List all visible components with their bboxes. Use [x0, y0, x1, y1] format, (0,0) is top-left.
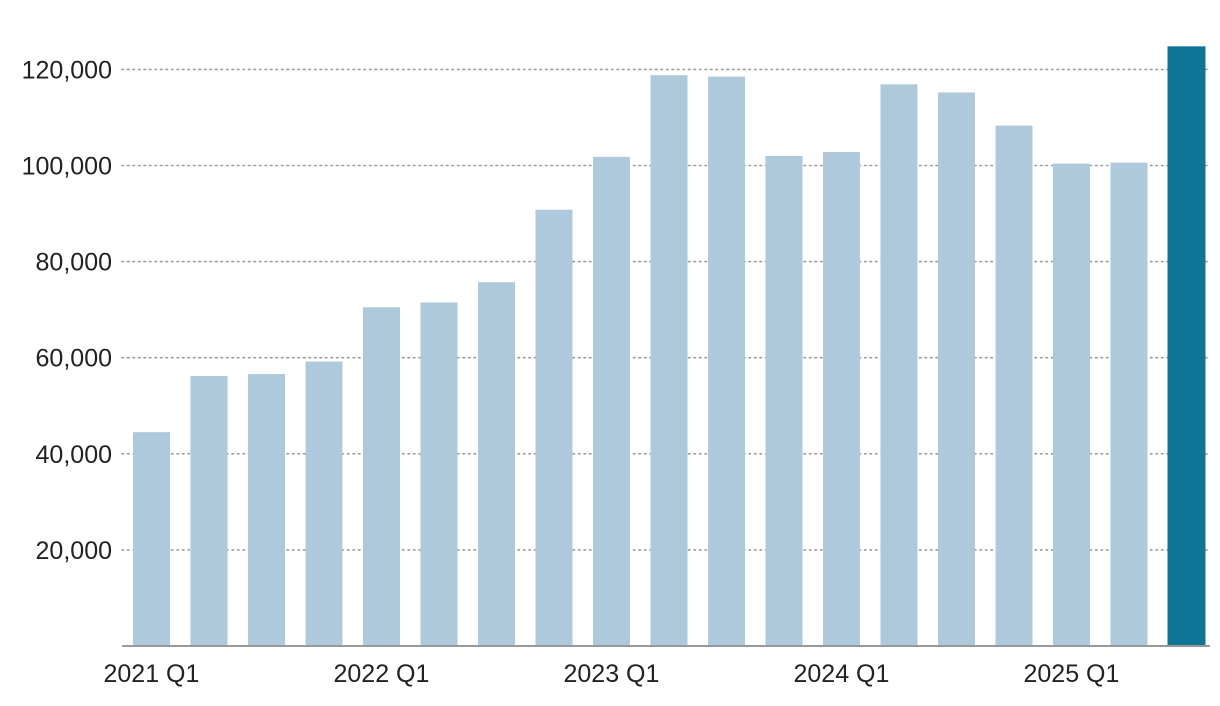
bar [133, 432, 170, 646]
x-tick-label: 2021 Q1 [104, 660, 200, 688]
bar [708, 76, 745, 647]
bar [765, 155, 803, 646]
bar [823, 152, 860, 646]
bar [995, 125, 1033, 646]
bar [420, 302, 458, 646]
bar [190, 375, 228, 646]
y-axis-tick-labels: 20,000 40,000 60,000 80,000 100,000 120,000 [22, 56, 112, 565]
x-axis-tick-labels: 2021 Q1 2022 Q1 2023 Q1 2024 Q1 2025 Q1 [104, 660, 1120, 688]
y-tick-label: 20,000 [36, 537, 112, 565]
bar [478, 282, 515, 646]
x-tick-label: 2023 Q1 [564, 660, 660, 688]
y-tick-label: 40,000 [36, 441, 112, 469]
bar [305, 361, 343, 646]
y-tick-label: 120,000 [22, 56, 112, 84]
bar [1053, 163, 1090, 646]
bar [650, 75, 688, 646]
bar [535, 209, 573, 646]
y-tick-label: 100,000 [22, 153, 112, 181]
bar [938, 92, 975, 647]
x-tick-label: 2025 Q1 [1024, 660, 1120, 688]
x-tick-label: 2022 Q1 [334, 660, 430, 688]
x-tick-label: 2024 Q1 [794, 660, 890, 688]
bar [248, 374, 285, 646]
bars [133, 46, 1206, 647]
bar [593, 156, 630, 646]
bar [363, 307, 400, 646]
y-tick-label: 60,000 [36, 345, 112, 373]
bar [1110, 162, 1148, 646]
bar-highlighted [1167, 46, 1206, 646]
bar [880, 84, 918, 646]
y-tick-label: 80,000 [36, 249, 112, 277]
